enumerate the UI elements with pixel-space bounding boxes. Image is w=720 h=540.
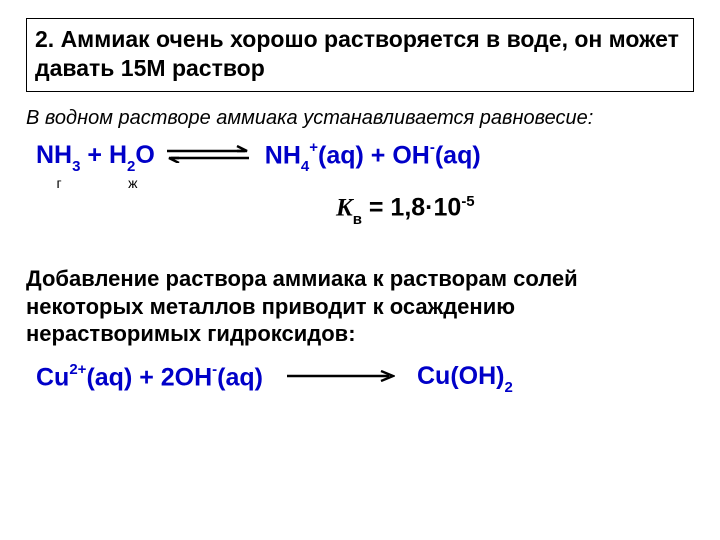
eq1-nh4-sup: + bbox=[309, 139, 318, 156]
title-text: 2. Аммиак очень хорошо растворяется в во… bbox=[35, 25, 685, 83]
eq2-cu-aq: (aq) + 2OH bbox=[86, 363, 212, 391]
kb-eq: = 1,8·10 bbox=[362, 193, 461, 221]
kb-constant: Kв = 1,8·10-5 bbox=[336, 193, 694, 225]
title-box: 2. Аммиак очень хорошо растворяется в во… bbox=[26, 18, 694, 92]
subtitle-text: В водном растворе аммиака устанавливаетс… bbox=[26, 106, 694, 131]
eq1-left: NH3 + H2O bbox=[36, 141, 155, 173]
eq1-nh3-sub: 3 bbox=[72, 158, 80, 175]
eq1-nh4-aq: (aq) + OH bbox=[318, 141, 430, 169]
eq2-oh-aq: (aq) bbox=[217, 363, 263, 391]
eq1-nh4: NH bbox=[265, 141, 301, 169]
eq2-left: Cu2+(aq) + 2OH-(aq) bbox=[36, 363, 263, 392]
state-labels: г ж bbox=[44, 175, 694, 191]
kb-sub: в bbox=[353, 211, 362, 228]
eq2-cu: Cu bbox=[36, 363, 69, 391]
eq1-oh-aq: (aq) bbox=[435, 141, 481, 169]
eq2-cu-sup: 2+ bbox=[69, 361, 86, 378]
eq1-plus: + H bbox=[80, 141, 127, 169]
kb-exp: -5 bbox=[461, 193, 474, 210]
equilibrium-arrow-icon bbox=[165, 145, 251, 168]
eq2-right: Cu(OH)2 bbox=[417, 362, 513, 394]
eq1-nh4-sub: 4 bbox=[301, 158, 309, 175]
eq1-right: NH4+(aq) + OH-(aq) bbox=[265, 141, 481, 173]
kb-sym: K bbox=[336, 194, 353, 221]
equation-1: NH3 + H2O NH4+(aq) + OH-(aq) bbox=[36, 141, 694, 173]
eq2-prod-sub: 2 bbox=[504, 379, 512, 396]
paragraph-2: Добавление раствора аммиака к растворам … bbox=[26, 265, 694, 348]
eq2-prod: Cu(OH) bbox=[417, 362, 504, 390]
eq1-oh-sup: - bbox=[430, 139, 435, 156]
state-g: г bbox=[44, 175, 74, 191]
eq1-h2o-o: O bbox=[135, 141, 154, 169]
eq1-nh3: NH bbox=[36, 141, 72, 169]
forward-arrow-icon bbox=[285, 369, 395, 387]
state-l: ж bbox=[118, 175, 148, 191]
eq2-oh-sup: - bbox=[212, 361, 217, 378]
slide-content: 2. Аммиак очень хорошо растворяется в во… bbox=[0, 0, 720, 394]
eq1-h2o-sub: 2 bbox=[127, 158, 135, 175]
equation-2: Cu2+(aq) + 2OH-(aq) Cu(OH)2 bbox=[36, 362, 694, 394]
